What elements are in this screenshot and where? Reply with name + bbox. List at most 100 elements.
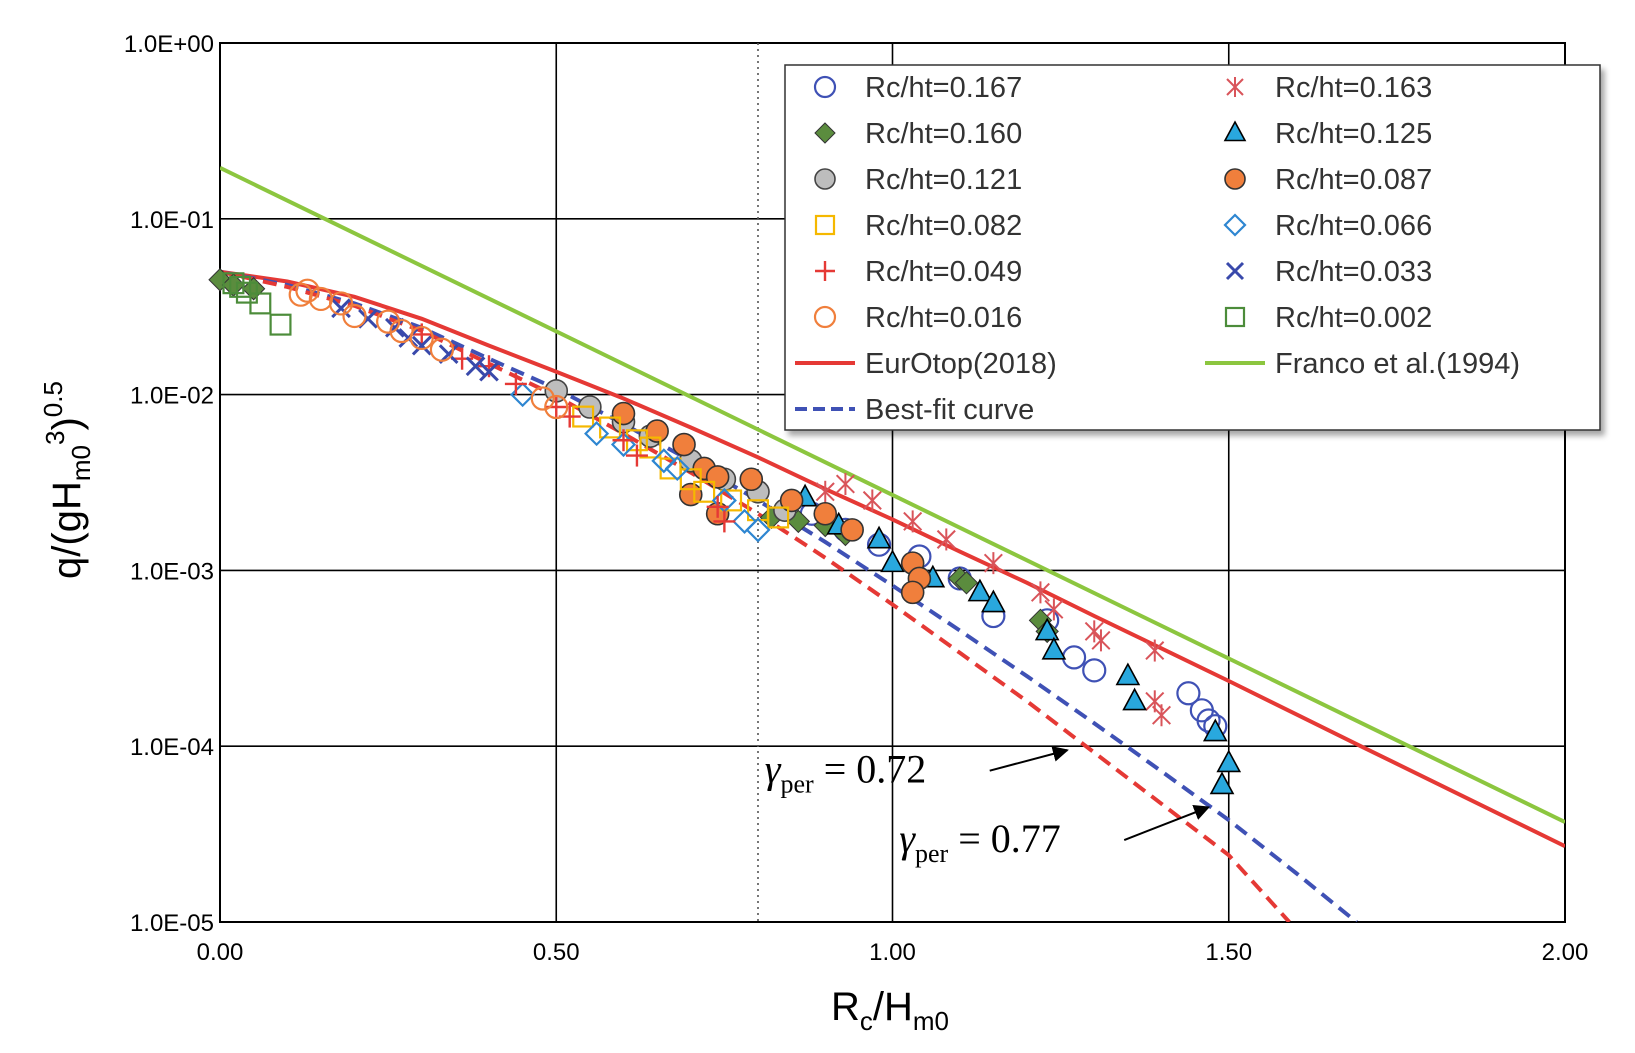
data-point	[880, 549, 905, 573]
legend-marker	[1225, 261, 1245, 281]
legend: Rc/ht=0.167 Rc/ht=0.163 Rc/ht=0.160 Rc/ht=0…	[784, 64, 1601, 431]
data-point	[479, 361, 499, 382]
data-point	[936, 528, 956, 551]
data-point	[981, 589, 1006, 613]
legend-marker	[814, 214, 836, 236]
legend-box	[784, 64, 1601, 431]
y-tick-label: 1.0E-02	[130, 383, 214, 410]
data-point	[295, 278, 320, 303]
data-point	[1216, 749, 1242, 773]
data-point	[731, 508, 758, 534]
legend-marker	[1224, 306, 1246, 328]
curve-line	[220, 269, 1565, 848]
data-point	[331, 298, 351, 319]
data-point	[328, 291, 354, 316]
gamma-annotation: γper = 0.72	[765, 747, 927, 799]
data-point	[651, 448, 677, 474]
y-tick-label: 1.0E-05	[130, 910, 214, 937]
data-point	[1061, 645, 1087, 670]
y-tick-label: 1.0E-03	[130, 558, 214, 585]
data-point	[1091, 629, 1111, 652]
data-point	[713, 510, 736, 533]
annotation-arrow	[1123, 804, 1211, 841]
axis-tick-labels: 0.00 0.50 1.00 1.50 2.00 1.0E+00 1.0E-01 1.0E-0…	[124, 31, 1588, 966]
data-point	[967, 578, 993, 602]
legend-entry-label: EurOtop(2018)	[865, 348, 1057, 380]
y-tick-label: 1.0E+00	[124, 31, 214, 58]
legend-entry-label: Rc/ht=0.121	[865, 164, 1022, 196]
data-point	[342, 303, 367, 329]
data-point	[611, 401, 636, 426]
data-point	[739, 467, 764, 492]
y-tick-label: 1.0E-04	[130, 734, 214, 761]
legend-entry-label: Rc/ht=0.002	[1275, 302, 1432, 334]
data-point	[1145, 639, 1165, 662]
data-point	[409, 325, 434, 351]
legend-marker	[814, 168, 836, 190]
data-point	[664, 455, 690, 482]
legend-entry-label: Rc/ht=0.066	[1275, 210, 1432, 242]
legend-marker	[813, 75, 837, 99]
data-point	[249, 292, 272, 315]
data-point	[745, 517, 771, 543]
data-point	[1122, 687, 1147, 711]
data-point	[900, 580, 925, 605]
data-point	[1044, 598, 1064, 621]
curve-line	[220, 166, 1565, 824]
data-point	[625, 444, 648, 467]
data-point	[645, 419, 669, 443]
legend-marker	[1223, 213, 1247, 237]
data-point	[544, 394, 569, 420]
data-points	[208, 268, 1242, 795]
legend-marker	[815, 261, 835, 281]
y-tick-label: 1.0E-01	[130, 207, 214, 234]
data-point	[679, 468, 702, 491]
data-point	[584, 421, 610, 447]
data-point	[1202, 718, 1228, 742]
legend-entry-label: Franco et al.(1994)	[1275, 348, 1520, 380]
data-point	[903, 510, 923, 533]
data-point	[530, 386, 555, 411]
x-tick-label: 0.00	[197, 939, 244, 966]
data-point	[1082, 658, 1107, 683]
data-point	[398, 328, 419, 348]
y-axis-title: q/(gHm03)0.5	[38, 381, 96, 579]
data-point	[720, 489, 743, 512]
data-point	[229, 275, 252, 298]
annotations: γper = 0.72 γper = 0.77	[765, 746, 1211, 868]
data-point	[1041, 636, 1067, 660]
data-point	[269, 313, 292, 336]
data-point	[504, 372, 527, 395]
x-tick-label: 0.50	[533, 939, 580, 966]
data-point	[835, 473, 855, 496]
data-point	[705, 465, 730, 489]
data-point	[983, 552, 1003, 575]
legend-entry-label: Rc/ht=0.016	[865, 302, 1022, 334]
data-point	[866, 525, 892, 549]
legend-entry-label: Rc/ht=0.160	[865, 118, 1022, 150]
legend-marker	[1226, 77, 1244, 97]
legend-entry-label: Rc/ht=0.082	[865, 210, 1022, 242]
legend-entry-label: Best-fit curve	[865, 394, 1034, 426]
legend-entry-label: Rc/ht=0.087	[1275, 164, 1432, 196]
data-point	[815, 480, 835, 503]
legend-marker	[1223, 120, 1247, 142]
x-tick-label: 1.50	[1205, 939, 1252, 966]
data-point	[779, 488, 804, 513]
legend-entry-label: Rc/ht=0.033	[1275, 256, 1432, 288]
annotation-arrow	[989, 746, 1069, 772]
data-point	[612, 429, 635, 452]
data-point	[706, 495, 729, 518]
legend-entry-label: Rc/ht=0.049	[865, 256, 1022, 288]
data-point	[672, 432, 696, 457]
data-point	[1209, 771, 1235, 795]
gamma-annotation: γper = 0.77	[899, 816, 1061, 868]
data-point	[1115, 662, 1141, 686]
data-point	[1030, 581, 1050, 604]
data-point	[767, 506, 790, 529]
legend-marker	[814, 122, 836, 144]
data-point	[429, 337, 455, 362]
data-point	[1034, 617, 1060, 641]
legend-entry-label: Rc/ht=0.167	[865, 72, 1022, 104]
